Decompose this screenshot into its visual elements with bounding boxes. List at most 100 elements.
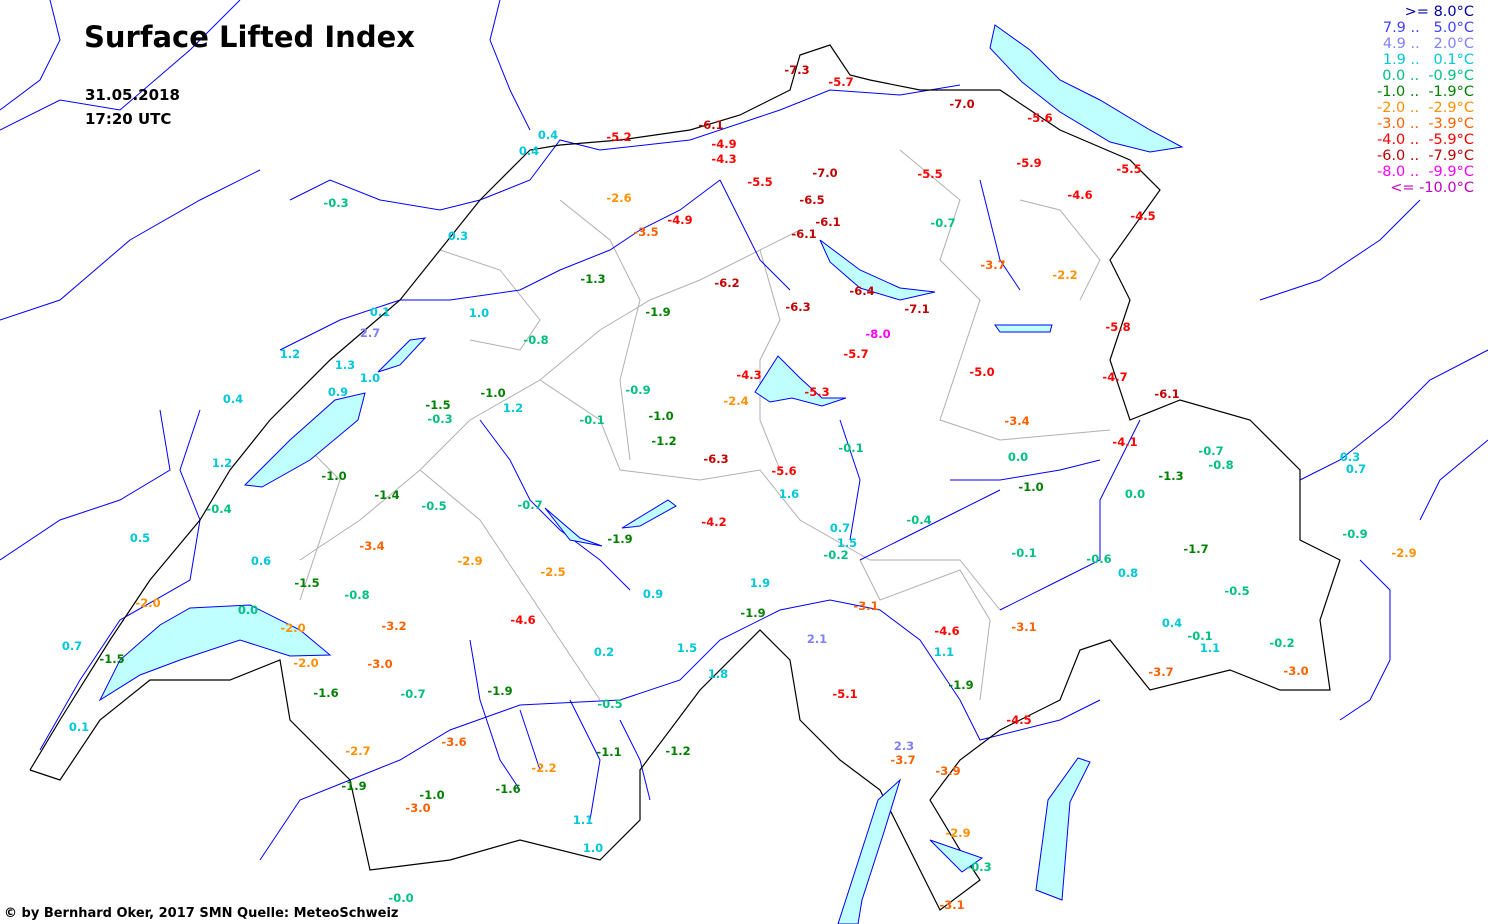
station-value: -2.5: [540, 565, 566, 579]
station-value: -5.5: [1116, 162, 1142, 176]
station-value: -1.5: [99, 652, 125, 666]
legend-entry: -6.0 .. -7.9°C: [1376, 148, 1474, 164]
legend-entry: -3.0 .. -3.9°C: [1376, 116, 1474, 132]
station-value: -3.6: [441, 735, 467, 749]
station-value: 1.2: [279, 347, 301, 361]
legend-entry: 0.0 .. -0.9°C: [1382, 68, 1474, 84]
station-value: 0.3: [447, 229, 469, 243]
station-value: -1.2: [665, 744, 691, 758]
station-value: 1.9: [749, 576, 771, 590]
legend-entry: -8.0 .. -9.9°C: [1376, 164, 1474, 180]
station-value: 1.1: [572, 813, 594, 827]
station-value: -3.4: [1004, 414, 1030, 428]
lake-lugano: [929, 839, 984, 873]
station-value: -6.5: [799, 193, 825, 207]
station-value: -1.4: [374, 488, 400, 502]
station-value: -0.8: [1208, 458, 1234, 472]
station-value: -0.3: [966, 860, 992, 874]
lake-walen: [994, 324, 1053, 333]
station-value: 2.1: [806, 632, 828, 646]
station-value: -0.2: [823, 548, 849, 562]
lake-lucerne: [754, 355, 847, 407]
lake-thun: [544, 507, 603, 547]
station-value: 0.9: [327, 385, 349, 399]
station-value: -3.1: [1011, 620, 1037, 634]
station-value: -2.0: [280, 621, 306, 635]
station-value: -0.4: [206, 502, 232, 516]
station-value: -3.4: [359, 539, 385, 553]
canton-borders: [299, 149, 1111, 701]
station-value: 1.0: [359, 371, 381, 385]
station-value: 1.3: [334, 358, 356, 372]
station-value: -0.5: [1224, 584, 1250, 598]
station-value: -0.1: [579, 413, 605, 427]
station-value: -1.1: [596, 745, 622, 759]
station-value: -3.1: [939, 898, 965, 912]
station-value: 0.5: [129, 531, 151, 545]
station-value: -1.3: [1158, 469, 1184, 483]
station-value: -4.3: [736, 368, 762, 382]
station-value: -0.7: [930, 216, 956, 230]
station-value: -7.0: [812, 166, 838, 180]
station-value: 1.8: [707, 667, 729, 681]
station-value: -1.5: [294, 576, 320, 590]
station-value: -4.3: [711, 152, 737, 166]
station-value: -0.1: [1187, 629, 1213, 643]
station-value: -2.2: [1052, 268, 1078, 282]
station-value: 1.2: [502, 401, 524, 415]
station-value: 0.8: [1117, 566, 1139, 580]
station-value: -3.0: [367, 657, 393, 671]
legend: >= 8.0°C 7.9 .. 5.0°C 4.9 .. 2.0°C 1.9 .. 0…: [1377, 4, 1474, 196]
legend-entry: 7.9 .. 5.0°C: [1382, 20, 1474, 36]
station-value: -4.2: [701, 515, 727, 529]
station-value: -5.7: [843, 347, 869, 361]
station-value: -7.1: [904, 302, 930, 316]
lake-biel: [377, 337, 427, 373]
station-value: -2.9: [945, 826, 971, 840]
station-value: -5.8: [1105, 320, 1131, 334]
station-value: -0.5: [597, 697, 623, 711]
station-value: -2.7: [345, 744, 371, 758]
station-value: 0.0: [1124, 487, 1146, 501]
lake-brienz: [621, 499, 677, 529]
station-value: -4.9: [711, 137, 737, 151]
station-value: 0.4: [518, 144, 540, 158]
map-time: 17:20 UTC: [85, 110, 172, 128]
station-value: -5.1: [832, 687, 858, 701]
station-value: 1.0: [468, 306, 490, 320]
legend-entry: 4.9 .. 2.0°C: [1382, 36, 1474, 52]
station-value: -0.4: [906, 513, 932, 527]
station-value: -4.6: [510, 613, 536, 627]
station-value: -1.9: [487, 684, 513, 698]
station-value: 0.3: [1339, 450, 1361, 464]
station-value: 0.4: [1161, 616, 1183, 630]
station-value: 2.3: [893, 739, 915, 753]
station-value: -0.1: [838, 441, 864, 455]
station-value: -1.9: [740, 606, 766, 620]
station-value: -0.7: [400, 687, 426, 701]
station-value: -2.6: [606, 191, 632, 205]
station-value: -0.2: [1269, 636, 1295, 650]
legend-entry: -1.0 .. -1.9°C: [1376, 84, 1474, 100]
legend-entry: 1.9 .. 0.1°C: [1382, 52, 1474, 68]
lake-maggiore: [837, 778, 902, 924]
station-value: 1.5: [836, 536, 858, 550]
station-value: 0.7: [61, 639, 83, 653]
station-value: -0.8: [523, 333, 549, 347]
lake-constance: [989, 24, 1184, 153]
station-value: -6.1: [698, 118, 724, 132]
station-value: -0.7: [517, 498, 543, 512]
lakes: [98, 24, 1184, 924]
station-value: -1.0: [648, 409, 674, 423]
station-value: 0.7: [829, 521, 851, 535]
station-value: 0.1: [68, 720, 90, 734]
station-value: 0.2: [593, 645, 615, 659]
station-value: -5.7: [828, 75, 854, 89]
map-date: 31.05.2018: [85, 86, 180, 104]
station-value: -1.6: [313, 686, 339, 700]
station-value: 1.2: [211, 456, 233, 470]
station-value: 0.1: [369, 305, 391, 319]
station-value: -4.5: [1006, 713, 1032, 727]
station-value: -1.9: [607, 532, 633, 546]
